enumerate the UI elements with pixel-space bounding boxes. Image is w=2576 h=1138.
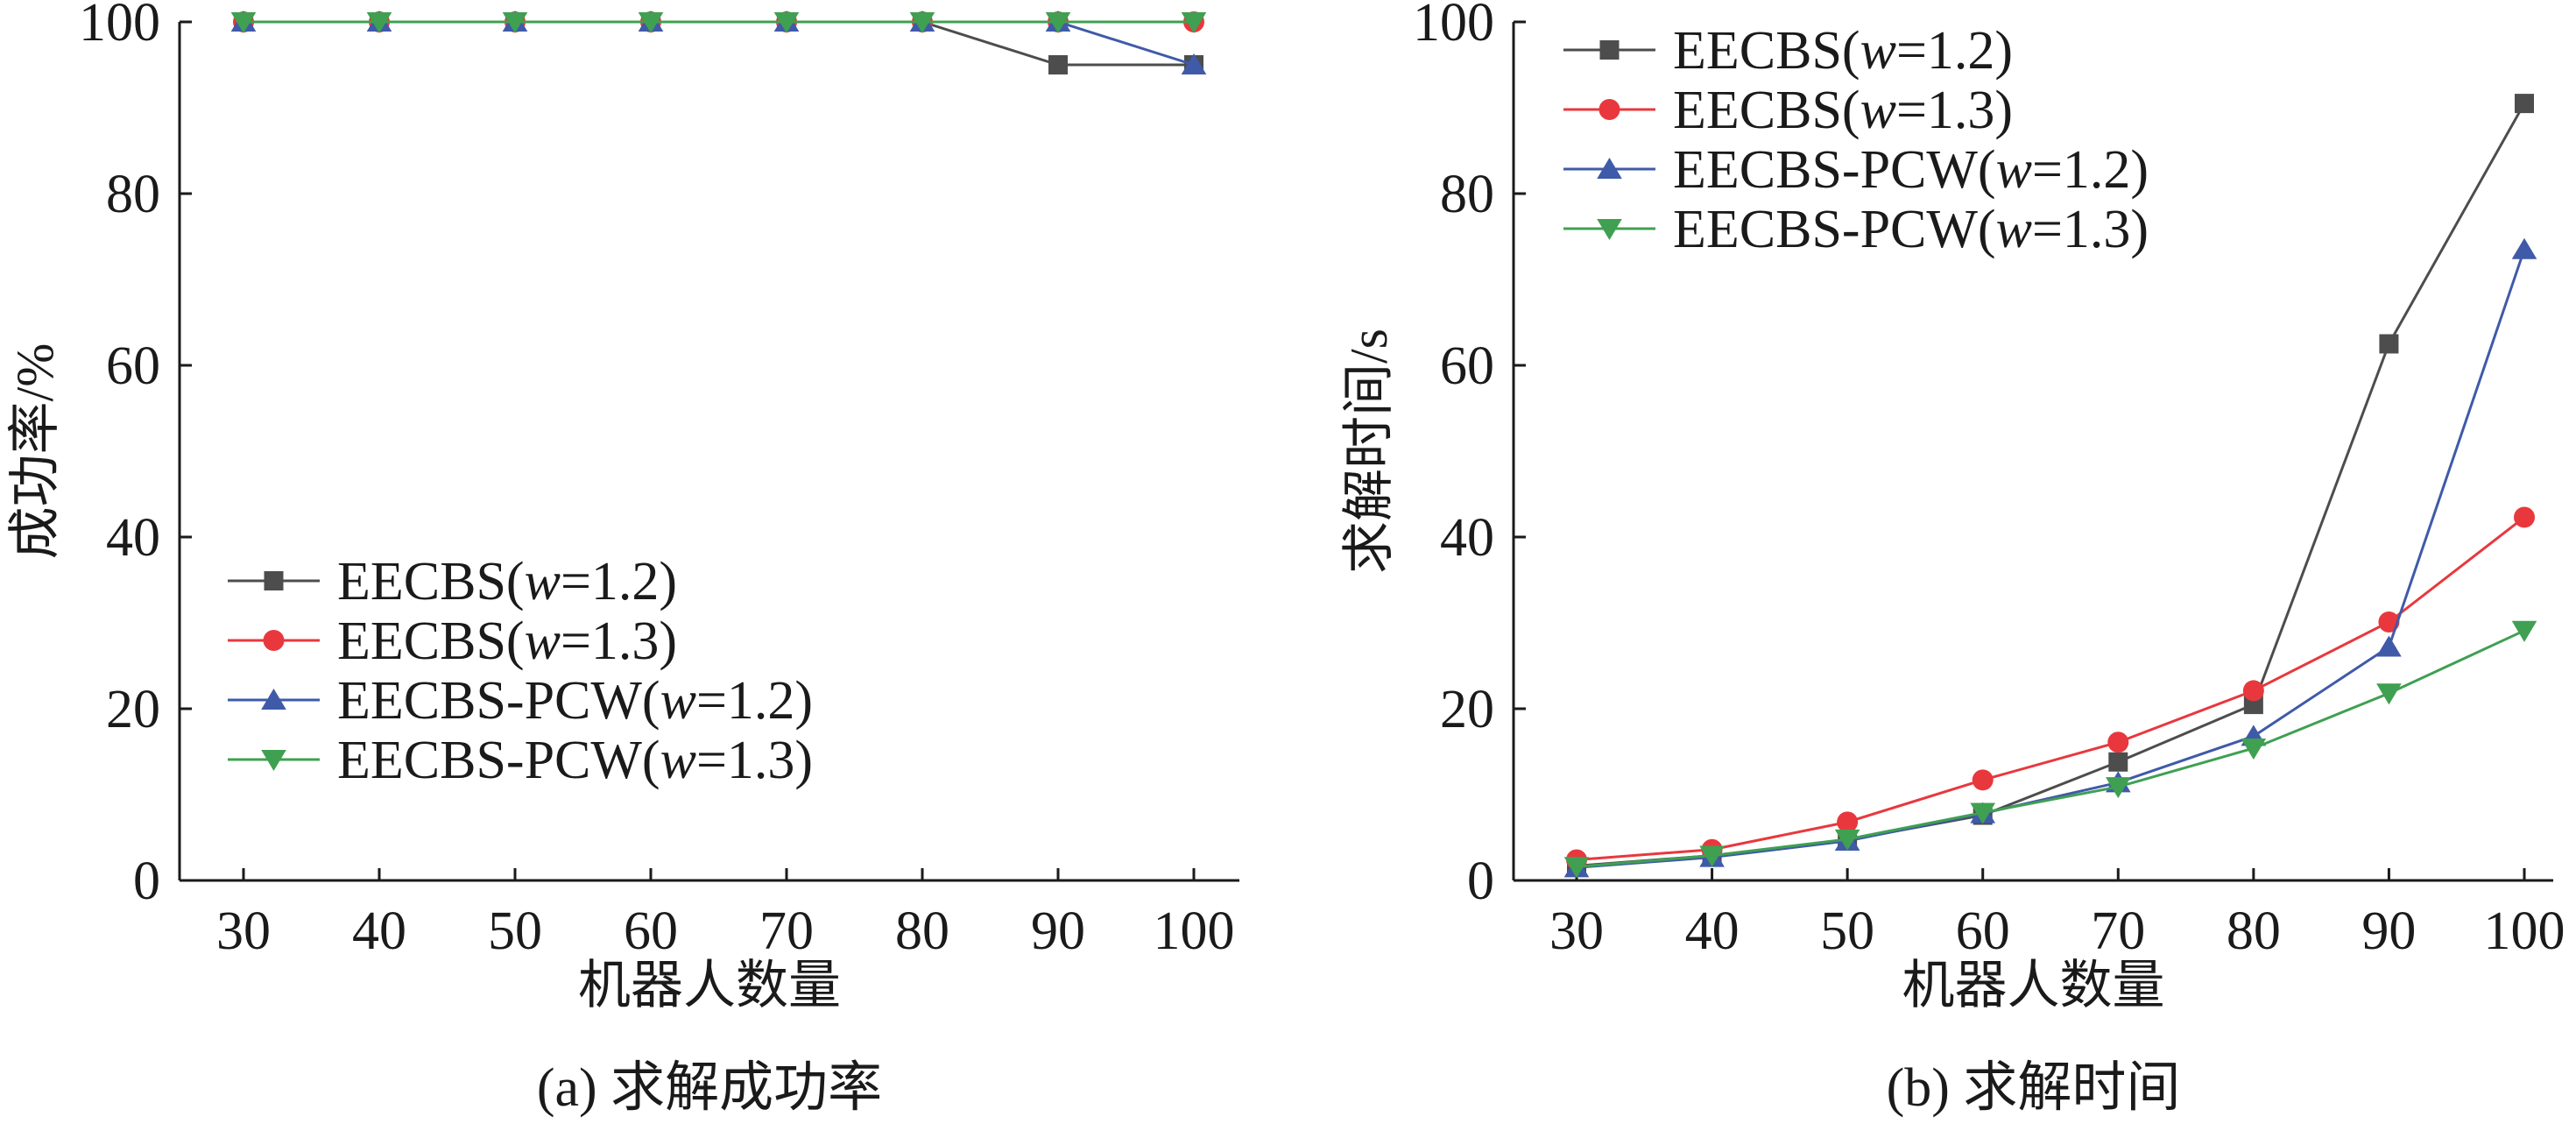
legend-swatch-marker — [1597, 158, 1622, 180]
chart-panel-a: 0 20 40 60 80 100 30 40 50 60 70 80 90 100 机器人数量 成功率/% E… — [6, 0, 1239, 1118]
data-point — [2514, 506, 2535, 528]
y-axis-title: 成功率/% — [6, 343, 64, 560]
legend-label: EECBS-PCW(w=1.3) — [337, 731, 813, 790]
data-point — [773, 11, 800, 33]
legend-label: EECBS-PCW(w=1.3) — [1673, 200, 2149, 259]
y-tick-label: 60 — [106, 336, 160, 396]
y-axis-title: 求解时间/s — [1340, 329, 1398, 574]
x-tick-label: 50 — [1820, 901, 1874, 961]
y-tick-label: 60 — [1440, 336, 1494, 396]
legend-label: EECBS(w=1.3) — [1673, 81, 2013, 140]
data-point — [1699, 845, 1725, 867]
legend-item: EECBS-PCW(w=1.2) — [1563, 140, 2149, 200]
series-line — [1576, 629, 2525, 868]
data-point — [1563, 857, 1590, 879]
x-tick-label: 60 — [1956, 901, 2010, 961]
data-point — [2511, 237, 2537, 259]
data-point — [2241, 739, 2267, 760]
data-point — [366, 11, 392, 33]
series-line — [1576, 516, 2525, 861]
legend-label: EECBS(w=1.3) — [337, 611, 677, 671]
series-4 — [230, 11, 1207, 33]
data-point — [638, 11, 664, 33]
y-tick-label: 100 — [79, 0, 160, 53]
data-point — [502, 11, 528, 33]
y-tick-label: 40 — [106, 508, 160, 568]
data-point — [1837, 811, 1859, 833]
data-point — [1834, 829, 1860, 851]
y-tick-label: 0 — [1467, 852, 1494, 911]
legend-item: EECBS(w=1.2) — [228, 552, 677, 611]
x-axis-title: 机器人数量 — [578, 957, 841, 1014]
legend-item: EECBS(w=1.2) — [1563, 21, 2013, 81]
data-point — [1972, 769, 1994, 791]
legend: EECBS(w=1.2)EECBS(w=1.3)EECBS-PCW(w=1.2)… — [1563, 21, 2149, 259]
x-tick-label: 100 — [2484, 901, 2565, 961]
legend-swatch-marker — [264, 571, 284, 590]
y-tick-label: 20 — [106, 680, 160, 739]
data-point — [2511, 620, 2537, 642]
x-tick-label: 30 — [216, 901, 271, 961]
y-tick-label: 100 — [1413, 0, 1494, 53]
data-point — [1048, 55, 1068, 74]
x-tick-label: 30 — [1549, 901, 1604, 961]
data-point — [2379, 334, 2399, 354]
data-point — [2376, 683, 2402, 705]
legend-swatch-marker — [261, 749, 286, 771]
y-tick-label: 20 — [1440, 680, 1494, 739]
series-line — [1576, 249, 2526, 869]
x-tick-label: 80 — [895, 901, 949, 961]
x-tick-label: 70 — [759, 901, 814, 961]
legend-label: EECBS(w=1.2) — [337, 552, 677, 611]
legend-swatch-marker — [1597, 218, 1622, 240]
x-tick-label: 50 — [488, 901, 542, 961]
data-point — [2107, 732, 2129, 753]
y-tick-label: 0 — [133, 852, 160, 911]
legend-label: EECBS-PCW(w=1.2) — [337, 671, 813, 731]
x-tick-label: 40 — [1685, 901, 1740, 961]
panel-caption: (a) 求解成功率 — [537, 1058, 882, 1118]
x-tick-label: 60 — [624, 901, 678, 961]
x-axis-title: 机器人数量 — [1902, 957, 2165, 1014]
x-tick-label: 80 — [2227, 901, 2281, 961]
data-point — [1970, 802, 1996, 824]
y-tick-label: 40 — [1440, 508, 1494, 568]
data-point — [2378, 611, 2400, 633]
data-point — [1045, 11, 1071, 33]
panel-caption: (b) 求解时间 — [1887, 1058, 2181, 1118]
x-tick-label: 90 — [1031, 901, 1085, 961]
data-point — [230, 11, 257, 33]
series-4 — [1563, 620, 2537, 879]
legend-label: EECBS-PCW(w=1.2) — [1673, 140, 2149, 200]
legend-item: EECBS-PCW(w=1.3) — [228, 731, 813, 790]
x-tick-label: 70 — [2091, 901, 2145, 961]
y-tick-label: 80 — [1440, 165, 1494, 224]
legend-swatch-marker — [263, 630, 285, 651]
legend-swatch-marker — [1599, 99, 1620, 120]
legend-label: EECBS(w=1.2) — [1673, 21, 2013, 81]
data-point — [2105, 777, 2131, 799]
legend-item: EECBS-PCW(w=1.3) — [1563, 200, 2149, 259]
legend-swatch-marker — [261, 689, 286, 710]
data-point — [2376, 635, 2402, 657]
data-point — [2108, 752, 2128, 772]
x-tick-label: 100 — [1154, 901, 1235, 961]
data-point — [1181, 53, 1207, 75]
data-point — [1181, 11, 1207, 33]
x-tick-label: 90 — [2361, 901, 2416, 961]
data-point — [909, 11, 935, 33]
legend-item: EECBS(w=1.3) — [1563, 81, 2013, 140]
legend-swatch-marker — [1599, 40, 1620, 60]
legend-item: EECBS(w=1.3) — [228, 611, 677, 671]
chart-panel-b: 0 20 40 60 80 100 30 40 50 60 70 80 90 100 机器人数量 求解时间/s… — [1340, 0, 2565, 1118]
legend-item: EECBS-PCW(w=1.2) — [228, 671, 813, 731]
data-point — [2515, 94, 2534, 114]
data-point — [2242, 680, 2264, 702]
y-tick-label: 80 — [106, 165, 160, 224]
x-tick-label: 40 — [352, 901, 406, 961]
legend: EECBS(w=1.2)EECBS(w=1.3)EECBS-PCW(w=1.2)… — [228, 552, 813, 790]
series-3 — [1563, 237, 2537, 878]
